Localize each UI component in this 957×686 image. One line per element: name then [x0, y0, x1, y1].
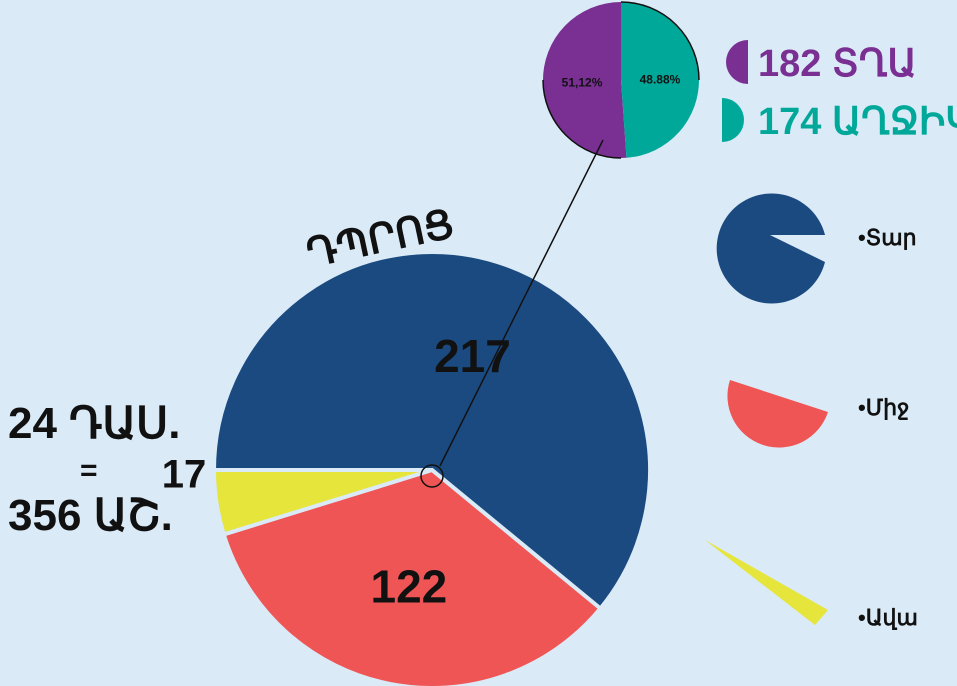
pie-slice: [211, 250, 652, 612]
legend-icon: [716, 193, 825, 304]
connector: [439, 139, 604, 467]
pie-slice: [621, 2, 699, 158]
connector-end: [420, 464, 444, 488]
legend-icon: [726, 40, 748, 84]
legend-label: 174 ԱՂՋԻԿ: [758, 101, 957, 143]
annotation: 356 ԱՇ.: [8, 491, 173, 540]
pie-slice: [221, 467, 604, 686]
data-label: 122: [370, 561, 447, 613]
data-label: 17: [162, 453, 207, 497]
legend-icon: [705, 540, 828, 625]
pie-slice: [211, 468, 433, 537]
pie-slice: [542, 2, 627, 158]
pie-outline: [542, 79, 622, 159]
legend-name: ԱՂՋԻԿ: [832, 101, 957, 143]
legend-icon: [727, 380, 828, 448]
annotation: 24 ԴԱՍ.: [8, 399, 180, 448]
legend-name: ՏՂԱ: [832, 43, 917, 85]
legend-label: •Միջ: [858, 395, 909, 420]
legend-label: •Ավա: [858, 605, 918, 630]
legend-count: 174: [758, 101, 821, 143]
legend-label: 182 ՏՂԱ: [758, 43, 917, 85]
legend-label: •Տար: [858, 225, 917, 250]
data-label: 217: [434, 330, 511, 382]
data-label: 48.88%: [640, 73, 681, 87]
legend-count: 182: [758, 43, 821, 85]
data-label: 51,12%: [562, 75, 603, 89]
annotation: =: [80, 454, 98, 487]
pie-outline: [620, 1, 700, 81]
legend-icon: [722, 98, 744, 142]
